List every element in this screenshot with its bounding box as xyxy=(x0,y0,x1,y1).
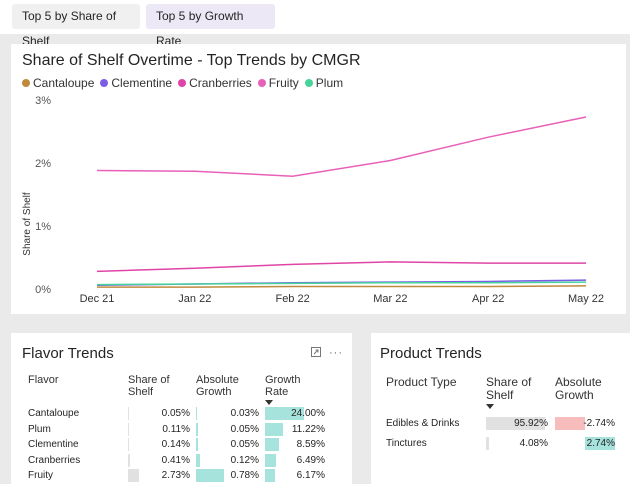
legend-item-cranberries[interactable]: Cranberries xyxy=(178,76,252,90)
share-of-shelf-value: 0.41% xyxy=(161,454,190,466)
absolute-growth-databar xyxy=(585,437,615,450)
flavor-name: Fruity xyxy=(28,470,53,481)
legend-marker xyxy=(100,79,109,87)
absolute-growth-value: 0.03% xyxy=(230,408,259,419)
y-tick-label: 3% xyxy=(35,95,51,107)
flavor-name: Clementine xyxy=(28,439,79,450)
col-header-absolute-growth[interactable]: Absolute Growth xyxy=(196,374,239,398)
col-header-flavor[interactable]: Flavor xyxy=(28,374,59,386)
chart-legend: Cantaloupe Clementine Cranberries Fruity Plu… xyxy=(22,76,343,90)
growth-rate-value: 24.00% xyxy=(291,408,325,419)
x-tick-label: Jan 22 xyxy=(178,293,211,305)
share-of-shelf-value: 0.11% xyxy=(162,423,190,435)
line-chart: Share of Shelf 0% 1% 2% 3% Dec 21 Jan 22 Feb 2… xyxy=(22,95,604,305)
share-databar xyxy=(128,422,129,436)
flavor-name: Plum xyxy=(28,423,51,435)
growth-rate-databar xyxy=(265,422,284,436)
legend-item-plum[interactable]: Plum xyxy=(304,76,344,90)
growth-rate-value: 6.49% xyxy=(296,454,325,466)
legend-label: Clementine xyxy=(111,76,173,90)
share-databar xyxy=(128,407,129,420)
absolute-growth-databar xyxy=(196,407,198,420)
legend-label: Plum xyxy=(315,76,344,90)
col-header-absolute-growth[interactable]: Absolute Growth xyxy=(555,375,602,402)
growth-rate-value: 6.17% xyxy=(296,470,325,481)
x-tick-label: Dec 21 xyxy=(80,293,115,305)
product-trends-card: Product Trends Product Type Share of Shel… xyxy=(371,333,630,484)
share-of-shelf-value: 2.73% xyxy=(161,470,190,481)
growth-rate-value: 8.59% xyxy=(296,439,325,450)
absolute-growth-databar xyxy=(196,469,225,482)
share-of-shelf-chart-card: Share of Shelf Overtime - Top Trends by … xyxy=(11,44,626,314)
absolute-growth-databar xyxy=(196,438,198,451)
series-line-plum[interactable] xyxy=(96,281,587,286)
visual-toolbar: ··· xyxy=(311,347,343,360)
flavor-name: Cranberries xyxy=(28,454,81,466)
absolute-growth-value: 2.74% xyxy=(586,438,615,449)
col-header-growth-rate[interactable]: Growth Rate xyxy=(265,374,300,405)
sort-descending-icon xyxy=(486,404,494,409)
sort-descending-icon xyxy=(265,400,273,405)
absolute-growth-value: 0.05% xyxy=(230,439,259,450)
legend-label: Cantaloupe xyxy=(33,76,95,90)
legend-label: Fruity xyxy=(268,76,299,90)
col-header-share-of-shelf[interactable]: Share of Shelf xyxy=(128,374,170,398)
x-tick-label: May 22 xyxy=(568,293,604,305)
absolute-growth-value: 0.12% xyxy=(230,454,259,466)
absolute-growth-databar xyxy=(196,422,198,436)
y-tick-label: 0% xyxy=(35,284,51,296)
legend-item-fruity[interactable]: Fruity xyxy=(257,76,299,90)
legend-marker xyxy=(257,79,266,87)
y-tick-label: 2% xyxy=(35,158,51,170)
chart-title: Share of Shelf Overtime - Top Trends by … xyxy=(22,52,361,69)
tab-top5-growth-rate[interactable]: Top 5 by Growth Rate xyxy=(146,4,275,48)
y-axis-label: Share of Shelf xyxy=(22,192,33,256)
absolute-growth-value: 0.78% xyxy=(230,470,259,481)
legend-marker xyxy=(304,79,313,87)
share-of-shelf-value: 0.05% xyxy=(161,408,190,419)
absolute-growth-databar xyxy=(196,453,201,467)
series-line-cantaloupe[interactable] xyxy=(97,285,587,288)
expand-icon[interactable] xyxy=(311,347,321,360)
product-trends-title: Product Trends xyxy=(380,345,482,362)
page-tabs: Top 5 by Share of Shelf Top 5 by Growth … xyxy=(0,0,630,48)
growth-rate-value: 11.22% xyxy=(291,423,325,435)
share-databar xyxy=(128,453,130,467)
legend-marker xyxy=(178,79,187,87)
legend-item-cantaloupe[interactable]: Cantaloupe xyxy=(22,76,94,90)
product-type-name: Edibles & Drinks xyxy=(386,418,460,429)
legend-item-clementine[interactable]: Clementine xyxy=(100,76,172,90)
y-tick-label: 1% xyxy=(35,221,51,233)
series-line-fruity[interactable] xyxy=(96,116,587,177)
flavor-trends-title: Flavor Trends xyxy=(22,345,114,362)
x-tick-label: Apr 22 xyxy=(472,293,504,305)
col-header-share-of-shelf[interactable]: Share of Shelf xyxy=(486,376,531,409)
more-options-icon[interactable]: ··· xyxy=(329,347,343,359)
series-line-cranberries[interactable] xyxy=(96,261,586,273)
absolute-growth-value: 0.05% xyxy=(230,423,259,435)
absolute-growth-databar xyxy=(555,417,585,430)
x-tick-label: Mar 22 xyxy=(373,293,407,305)
share-databar xyxy=(486,417,546,430)
absolute-growth-value: -2.74% xyxy=(583,418,615,429)
share-of-shelf-value: 4.08% xyxy=(519,438,548,449)
growth-rate-databar xyxy=(265,453,276,467)
share-databar xyxy=(486,437,489,450)
legend-label: Cranberries xyxy=(189,76,252,90)
flavor-trends-card: Flavor Trends ··· Flavor Share of Shelf A… xyxy=(11,333,352,484)
growth-rate-databar xyxy=(265,407,304,420)
share-of-shelf-value: 0.14% xyxy=(161,439,190,450)
flavor-name: Cantaloupe xyxy=(28,408,80,419)
col-header-product-type[interactable]: Product Type xyxy=(386,375,457,389)
tab-top5-share-of-shelf[interactable]: Top 5 by Share of Shelf xyxy=(12,4,140,48)
legend-marker xyxy=(22,79,30,87)
growth-rate-databar xyxy=(265,469,276,482)
x-tick-label: Feb 22 xyxy=(275,293,309,305)
growth-rate-databar xyxy=(265,438,279,451)
share-databar xyxy=(128,438,129,451)
share-databar xyxy=(128,469,140,482)
product-type-name: Tinctures xyxy=(386,438,427,449)
share-of-shelf-value: 95.92% xyxy=(514,418,548,429)
